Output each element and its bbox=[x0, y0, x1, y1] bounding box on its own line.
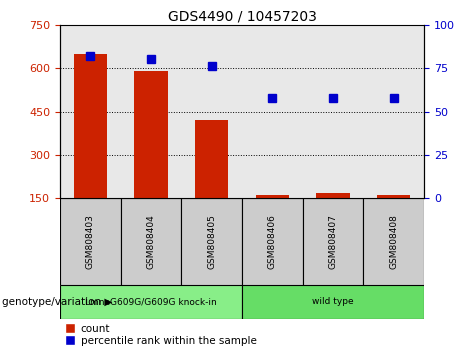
Legend: count, percentile rank within the sample: count, percentile rank within the sample bbox=[65, 324, 257, 346]
Text: genotype/variation ▶: genotype/variation ▶ bbox=[2, 297, 112, 307]
Bar bbox=[242, 285, 424, 319]
Bar bbox=[195, 120, 228, 198]
Title: GDS4490 / 10457203: GDS4490 / 10457203 bbox=[168, 10, 316, 24]
Bar bbox=[377, 195, 410, 198]
Text: GSM808403: GSM808403 bbox=[86, 214, 95, 269]
Text: GSM808406: GSM808406 bbox=[268, 214, 277, 269]
Bar bbox=[242, 198, 303, 285]
Bar bbox=[74, 54, 107, 198]
Bar bbox=[60, 285, 242, 319]
Bar bbox=[363, 198, 424, 285]
Bar bbox=[121, 198, 181, 285]
Bar bbox=[134, 71, 168, 198]
Bar bbox=[256, 195, 289, 198]
Text: GSM808407: GSM808407 bbox=[329, 214, 337, 269]
Bar bbox=[60, 198, 121, 285]
Bar bbox=[316, 193, 350, 198]
Text: GSM808404: GSM808404 bbox=[147, 214, 155, 269]
Bar bbox=[181, 198, 242, 285]
Text: wild type: wild type bbox=[312, 297, 354, 306]
Bar bbox=[303, 198, 363, 285]
Text: GSM808408: GSM808408 bbox=[389, 214, 398, 269]
Text: GSM808405: GSM808405 bbox=[207, 214, 216, 269]
Text: LmnaG609G/G609G knock-in: LmnaG609G/G609G knock-in bbox=[85, 297, 217, 306]
